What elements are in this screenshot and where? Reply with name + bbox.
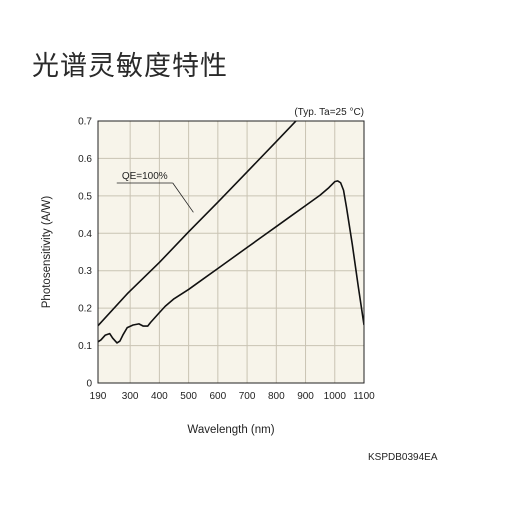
y-tick-label: 0.7 [78, 117, 92, 128]
x-tick-label: 1100 [353, 391, 375, 402]
series-layer [98, 121, 364, 344]
y-tick-label: 0.5 [78, 191, 92, 202]
series-line-qe100 [98, 121, 298, 327]
page-title: 光谱灵敏度特性 [32, 51, 228, 82]
plot-area [98, 121, 364, 383]
chart-code: KSPDB0394EA [368, 452, 438, 463]
x-tick-label: 1000 [324, 391, 347, 402]
y-tick-label: 0 [86, 379, 92, 390]
x-tick-label: 700 [239, 391, 256, 402]
x-tick-label: 800 [268, 391, 285, 402]
x-tick-label: 500 [180, 391, 197, 402]
x-tick-label: 600 [210, 391, 227, 402]
annotation-leader-line [172, 182, 194, 213]
grid [98, 121, 364, 383]
y-tick-label: 0.4 [78, 229, 92, 240]
conditions-annotation: (Typ. Ta=25 °C) [294, 107, 364, 118]
y-tick-label: 0.3 [78, 266, 92, 277]
y-tick-label: 0.1 [78, 341, 92, 352]
series-label-qe100: QE=100% [122, 171, 168, 182]
x-tick-label: 190 [90, 391, 107, 402]
y-tick-label: 0.2 [78, 304, 92, 315]
x-tick-label: 300 [122, 391, 139, 402]
y-tick-label: 0.6 [78, 154, 92, 165]
annotations: QE=100% [116, 171, 194, 213]
x-axis-label: Wavelength (nm) [187, 424, 274, 436]
series-line-photosensitivity [98, 180, 364, 344]
plot-frame [97, 120, 365, 384]
axis-ticks: 190 300 400 500 600 700 800 900 1000 1100 0 0.1 0.2 0… [78, 117, 375, 403]
x-tick-label: 900 [297, 391, 314, 402]
y-axis-label: Photosensitivity (A/W) [41, 196, 53, 309]
x-tick-label: 400 [151, 391, 168, 402]
